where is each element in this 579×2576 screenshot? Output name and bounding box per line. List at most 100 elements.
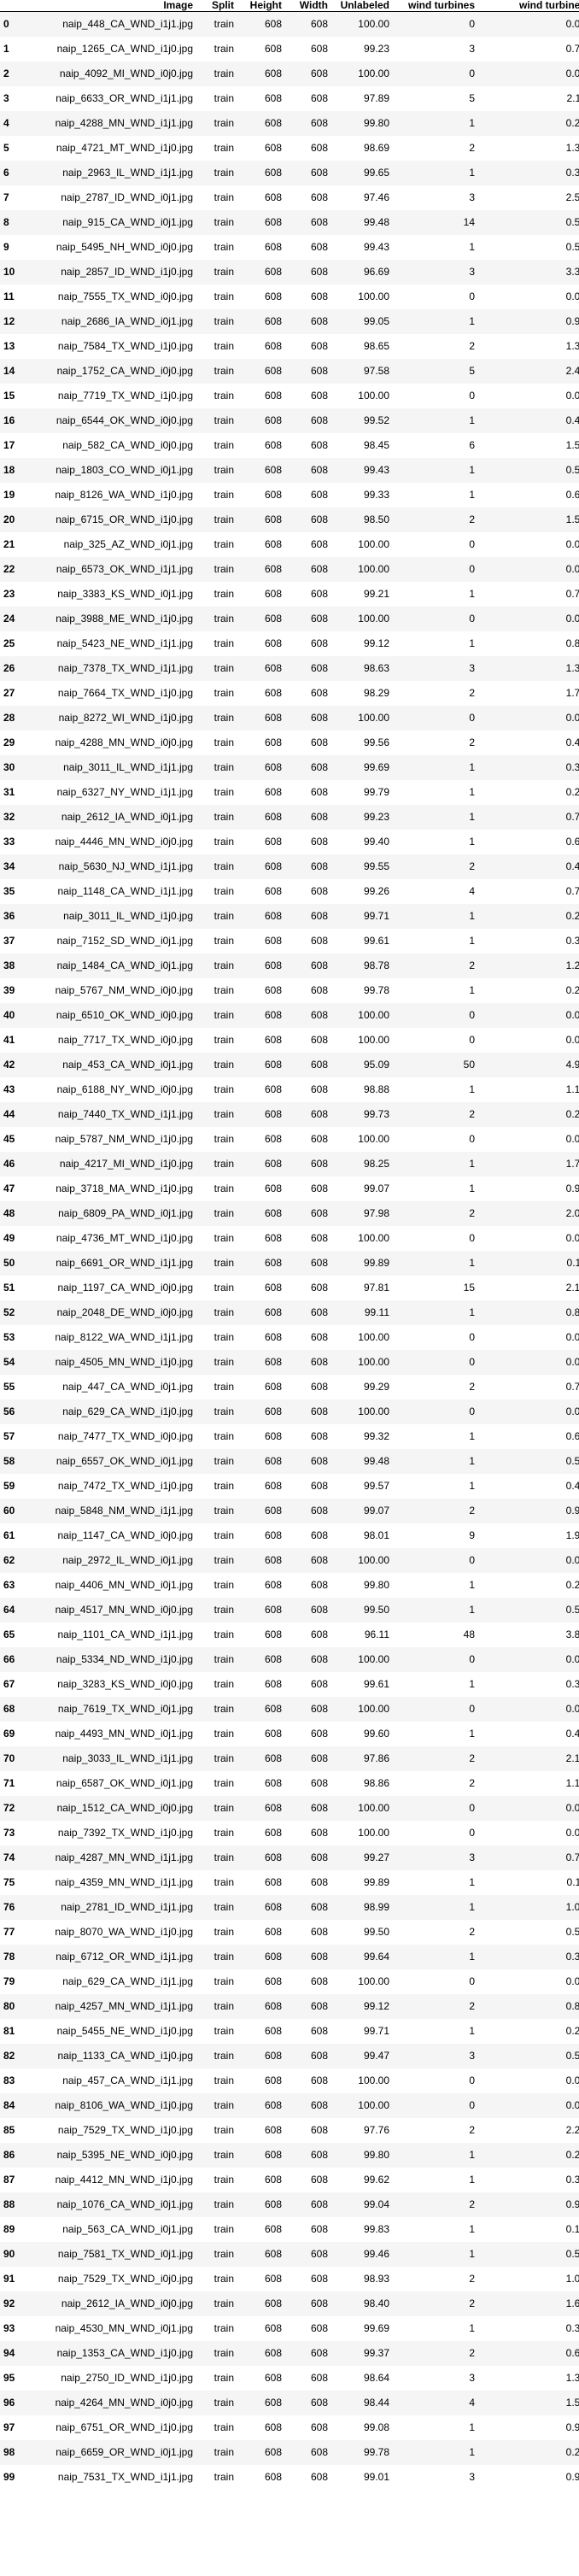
width-cell: 608 (310, 1108, 328, 1120)
table-row: 71 naip_6587_OK_WND_i0j1.jpg train 608 608 98… (0, 1771, 579, 1796)
split-cell: train (213, 1505, 234, 1517)
height-cell: 608 (264, 613, 282, 625)
wind-turbines-percent-cell: 0.48 (565, 414, 579, 426)
table-row: 15 naip_7719_TX_WND_i1j0.jpg train 608 608 10… (0, 384, 579, 408)
wind-turbines-percent-cell: 1.31 (565, 142, 579, 154)
wind-turbines-percent-cell: 0.00 (565, 1034, 579, 1046)
split-cell: train (213, 1951, 234, 1963)
row-index: 91 (3, 2273, 15, 2285)
unlabeled-cell: 99.23 (363, 811, 389, 823)
wind-turbines-percent-cell: 1.14 (565, 1777, 579, 1789)
row-index: 49 (3, 1232, 15, 1244)
width-cell: 608 (310, 1034, 328, 1046)
width-cell: 608 (310, 1430, 328, 1442)
wind-turbines-percent-cell: 3.31 (565, 266, 579, 278)
row-index: 54 (3, 1356, 15, 1368)
wind-turbines-percent-cell: 0.22 (565, 2446, 579, 2458)
split-cell: train (213, 2099, 234, 2111)
unlabeled-cell: 99.50 (363, 1604, 389, 1616)
split-cell: train (213, 687, 234, 699)
table-row: 19 naip_8126_WA_WND_i1j0.jpg train 608 608 99… (0, 483, 579, 508)
row-index: 81 (3, 2025, 15, 2037)
split-cell: train (213, 1901, 234, 1913)
split-cell: train (213, 662, 234, 674)
height-cell: 608 (264, 1579, 282, 1591)
row-index: 63 (3, 1579, 15, 1591)
wind-turbines-count-cell: 2 (469, 1505, 475, 1517)
image-cell: naip_6327_NY_WND_i1j1.jpg (56, 786, 193, 798)
row-index: 52 (3, 1306, 15, 1318)
split-cell: train (213, 2372, 234, 2384)
width-cell: 608 (310, 2124, 328, 2136)
image-cell: naip_5455_NE_WND_i1j0.jpg (56, 2025, 193, 2037)
split-cell: train (213, 761, 234, 773)
width-cell: 608 (310, 2421, 328, 2433)
unlabeled-cell: 99.48 (363, 216, 389, 228)
wind-turbines-percent-cell: 0.77 (565, 811, 579, 823)
height-cell: 608 (264, 167, 282, 179)
image-cell: naip_2781_ID_WND_i1j1.jpg (61, 1901, 193, 1913)
wind-turbines-count-cell: 1 (469, 1455, 475, 1467)
table-row: 42 naip_453_CA_WND_i0j1.jpg train 608 608 95.… (0, 1053, 579, 1077)
image-cell: naip_629_CA_WND_i1j0.jpg (62, 1405, 193, 1417)
width-cell: 608 (310, 2149, 328, 2161)
table-row: 21 naip_325_AZ_WND_i0j1.jpg train 608 608 100… (0, 532, 579, 557)
width-cell: 608 (310, 1901, 328, 1913)
width-cell: 608 (310, 489, 328, 501)
width-cell: 608 (310, 2000, 328, 2012)
split-cell: train (213, 191, 234, 203)
height-cell: 608 (264, 2025, 282, 2037)
unlabeled-cell: 99.57 (363, 1480, 389, 1492)
row-index: 53 (3, 1331, 15, 1343)
split-cell: train (213, 365, 234, 377)
height-cell: 608 (264, 92, 282, 104)
height-cell: 608 (264, 142, 282, 154)
height-cell: 608 (264, 687, 282, 699)
height-cell: 608 (264, 538, 282, 550)
row-index: 17 (3, 439, 15, 451)
width-cell: 608 (310, 935, 328, 947)
wind-turbines-count-cell: 2 (469, 959, 475, 971)
width-cell: 608 (310, 1802, 328, 1814)
width-cell: 608 (310, 2025, 328, 2037)
height-cell: 608 (264, 365, 282, 377)
wind-turbines-count-cell: 0 (469, 1133, 475, 1145)
unlabeled-cell: 99.37 (363, 2347, 389, 2359)
table-row: 1 naip_1265_CA_WND_i1j0.jpg train 608 608 99.… (0, 37, 579, 62)
width-cell: 608 (310, 315, 328, 327)
wind-turbines-count-cell: 3 (469, 662, 475, 674)
wind-turbines-count-column-header: wind turbines (393, 0, 478, 12)
wind-turbines-count-cell: 3 (469, 191, 475, 203)
height-cell: 608 (264, 1851, 282, 1863)
wind-turbines-count-cell: 1 (469, 910, 475, 922)
table-row: 74 naip_4287_MN_WND_i1j1.jpg train 608 608 99… (0, 1845, 579, 1870)
height-cell: 608 (264, 266, 282, 278)
wind-turbines-count-cell: 0 (469, 1232, 475, 1244)
table-row: 94 naip_1353_CA_WND_i1j0.jpg train 608 608 99… (0, 2341, 579, 2366)
row-index: 62 (3, 1554, 15, 1566)
split-cell: train (213, 1827, 234, 1839)
table-row: 48 naip_6809_PA_WND_i0j1.jpg train 608 608 97… (0, 1201, 579, 1226)
table-row: 51 naip_1197_CA_WND_i0j0.jpg train 608 608 97… (0, 1276, 579, 1300)
height-cell: 608 (264, 216, 282, 228)
wind-turbines-percent-cell: 0.00 (565, 538, 579, 550)
row-index: 14 (3, 365, 15, 377)
wind-turbines-percent-cell: 0.93 (565, 1182, 579, 1194)
image-cell: naip_1076_CA_WND_i0j1.jpg (56, 2198, 193, 2210)
row-index: 39 (3, 984, 15, 996)
split-cell: train (213, 1802, 234, 1814)
wind-turbines-percent-cell: 0.43 (565, 1480, 579, 1492)
split-cell: train (213, 92, 234, 104)
row-index: 66 (3, 1653, 15, 1665)
image-cell: naip_4288_MN_WND_i0j0.jpg (55, 736, 193, 748)
row-index: 83 (3, 2074, 15, 2086)
width-cell: 608 (310, 92, 328, 104)
width-cell: 608 (310, 836, 328, 848)
unlabeled-cell: 100.00 (358, 538, 389, 550)
unlabeled-cell: 98.88 (363, 1083, 389, 1095)
wind-turbines-percent-cell: 0.00 (565, 1703, 579, 1715)
split-cell: train (213, 513, 234, 525)
unlabeled-cell: 99.71 (363, 910, 389, 922)
split-cell: train (213, 2223, 234, 2235)
width-cell: 608 (310, 513, 328, 525)
